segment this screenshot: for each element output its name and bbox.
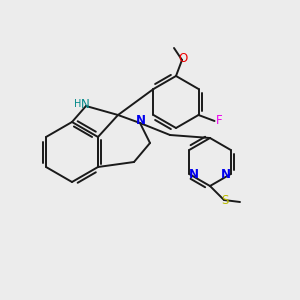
Text: N: N — [189, 167, 199, 181]
Text: H: H — [74, 99, 82, 109]
Text: N: N — [221, 167, 231, 181]
Text: F: F — [216, 115, 223, 128]
Text: O: O — [178, 52, 188, 64]
Text: S: S — [221, 194, 229, 206]
Text: N: N — [81, 98, 89, 110]
Text: N: N — [136, 115, 146, 128]
